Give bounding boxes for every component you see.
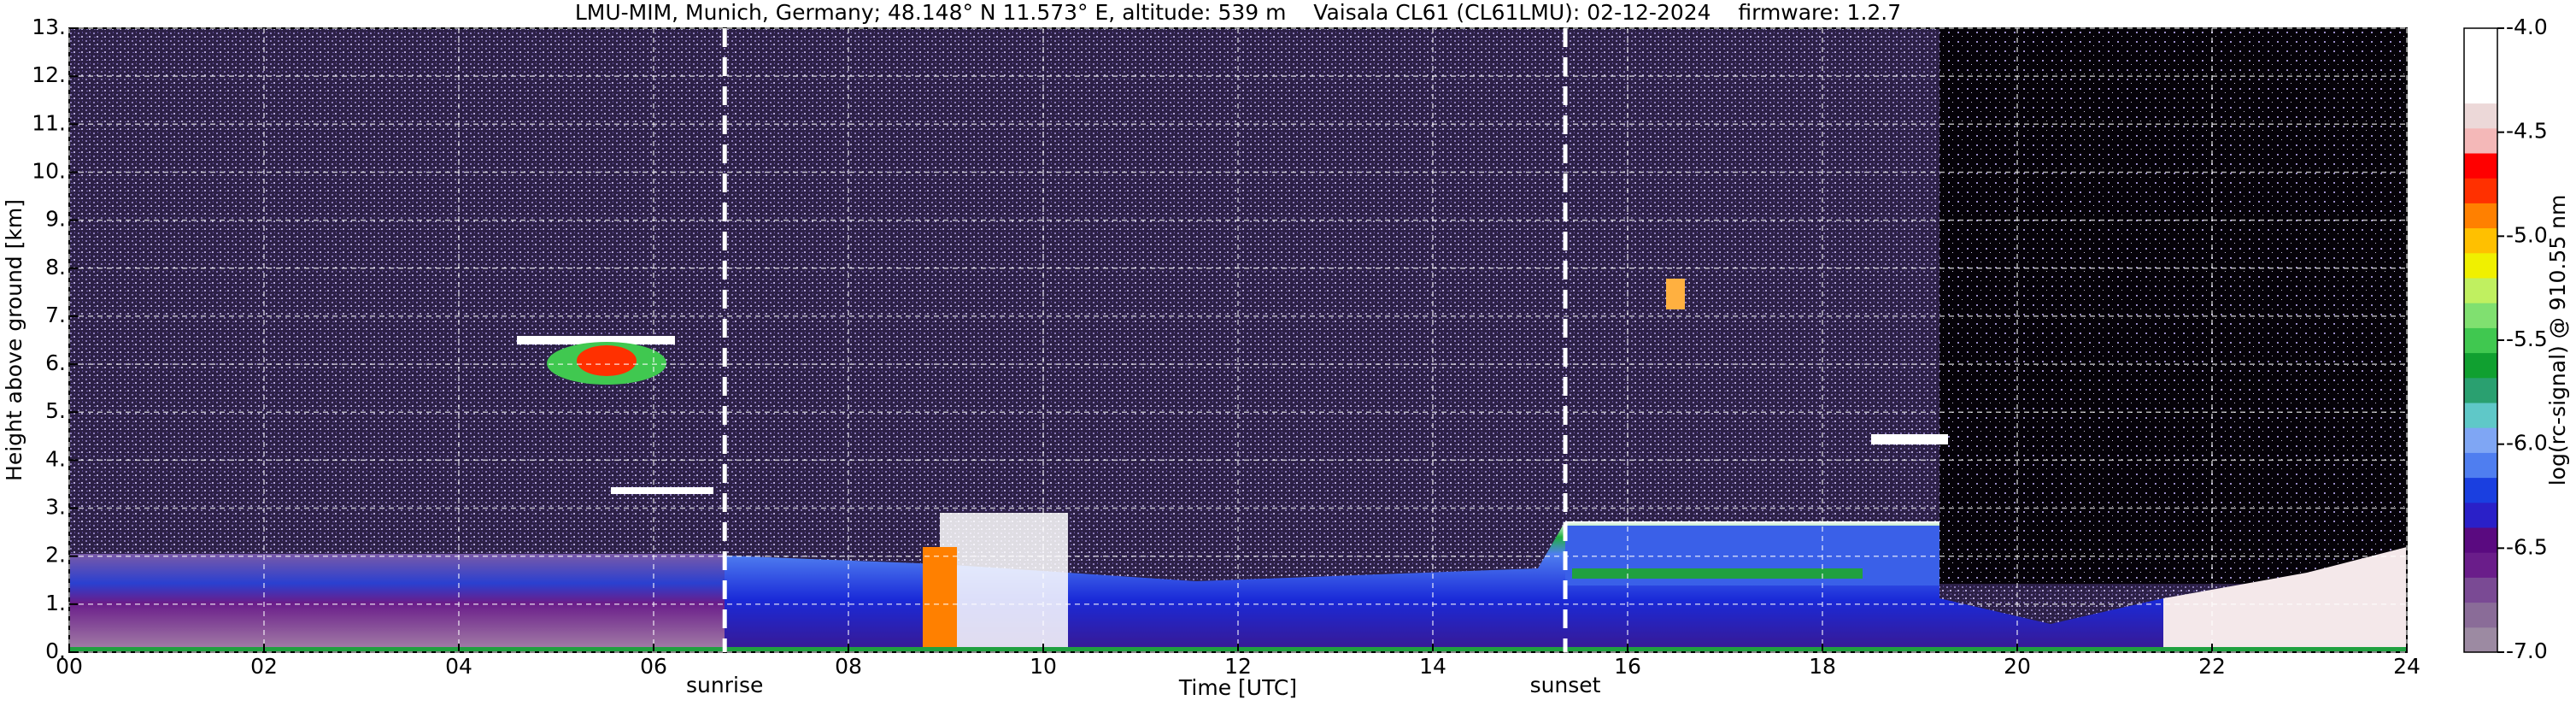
x-tick-label: 16 (1614, 654, 1641, 679)
colorbar-segment (2464, 203, 2497, 229)
colorbar-label: log(rc-signal) @ 910.55 nm (2545, 195, 2570, 486)
y-tick-label: 9. (45, 207, 66, 232)
cloud-mid-edge (923, 547, 957, 652)
colorbar-segment (2464, 78, 2497, 104)
colorbar-segment (2464, 452, 2497, 479)
colorbar-segment (2464, 303, 2497, 328)
colorbar-segment (2464, 552, 2497, 578)
y-tick-label: 4. (45, 446, 66, 471)
cloud-3km (611, 487, 713, 494)
cloud-7km (1666, 279, 1685, 309)
colorbar-tick-label: -5.0 (2506, 222, 2548, 247)
x-tick-label: 02 (250, 654, 278, 679)
y-tick-label: 13. (32, 15, 66, 39)
colorbar-tick-label: -6.5 (2506, 534, 2548, 559)
colorbar-segment (2464, 153, 2497, 179)
y-tick-label: 10. (32, 158, 66, 183)
colorbar-segment (2464, 502, 2497, 528)
cloud-4km (1871, 434, 1948, 444)
night-clear-sky (1939, 28, 2407, 584)
colorbar-segment (2464, 352, 2497, 379)
y-axis-label: Height above ground [km] (2, 199, 26, 481)
cloud-high (517, 336, 675, 344)
y-tick-label: 6. (45, 350, 66, 375)
colorbar-segment (2464, 377, 2497, 403)
colorbar-segment (2464, 527, 2497, 553)
colorbar-segment (2464, 403, 2497, 428)
y-tick-label: 2. (45, 543, 66, 568)
low-cloud (2163, 547, 2407, 652)
colorbar-segment (2464, 477, 2497, 503)
colorbar-tick-label: -5.5 (2506, 327, 2548, 351)
chart-title: LMU-MIM, Munich, Germany; 48.148° N 11.5… (575, 0, 1901, 25)
x-tick-label: 20 (2004, 654, 2031, 679)
y-tick-label: 3. (45, 495, 66, 520)
x-tick-label: 12 (1224, 654, 1252, 679)
colorbar-segment (2464, 602, 2497, 628)
colorbar-segment (2464, 127, 2497, 154)
colorbar-segment (2464, 252, 2497, 279)
x-tick-label: 18 (1809, 654, 1836, 679)
y-tick-label: 8. (45, 255, 66, 279)
evening-band (1572, 568, 1863, 579)
x-tick-label: 24 (2393, 654, 2421, 679)
y-tick-label: 7. (45, 303, 66, 327)
colorbar-segment (2464, 577, 2497, 603)
x-axis-label: Time [UTC] (1178, 675, 1297, 700)
y-tick-label: 5. (45, 398, 66, 423)
x-tick-label: 06 (640, 654, 667, 679)
x-tick-label: 00 (56, 654, 83, 679)
sun-marker-label: sunrise (686, 673, 763, 697)
colorbar-segment (2464, 427, 2497, 453)
colorbar-segment (2464, 278, 2497, 303)
cloud-mid (940, 513, 1068, 652)
colorbar-segment (2464, 227, 2497, 254)
boundary-layer (69, 554, 725, 652)
x-tick-label: 08 (835, 654, 862, 679)
y-tick-label: 11. (32, 110, 66, 135)
y-tick-label: 0. (45, 638, 66, 663)
y-tick-label: 12. (32, 62, 66, 87)
colorbar-segment (2464, 327, 2497, 354)
x-tick-label: 04 (445, 654, 472, 679)
sun-marker-label: sunset (1530, 673, 1601, 697)
cloud-high-center (577, 345, 637, 376)
x-tick-label: 22 (2198, 654, 2226, 679)
colorbar-segment (2464, 28, 2497, 54)
colorbar-tick-label: -4.5 (2506, 119, 2548, 144)
colorbar-segment (2464, 627, 2497, 653)
colorbar-tick-label: -4.0 (2506, 15, 2548, 39)
colorbar-segment (2464, 53, 2497, 79)
colorbar-tick-label: -7.0 (2506, 638, 2548, 663)
y-tick-label: 1. (45, 591, 66, 615)
colorbar-segment (2464, 178, 2497, 203)
colorbar-tick-label: -6.0 (2506, 431, 2548, 456)
x-tick-label: 10 (1030, 654, 1057, 679)
x-tick-label: 14 (1419, 654, 1446, 679)
colorbar-segment (2464, 103, 2497, 129)
